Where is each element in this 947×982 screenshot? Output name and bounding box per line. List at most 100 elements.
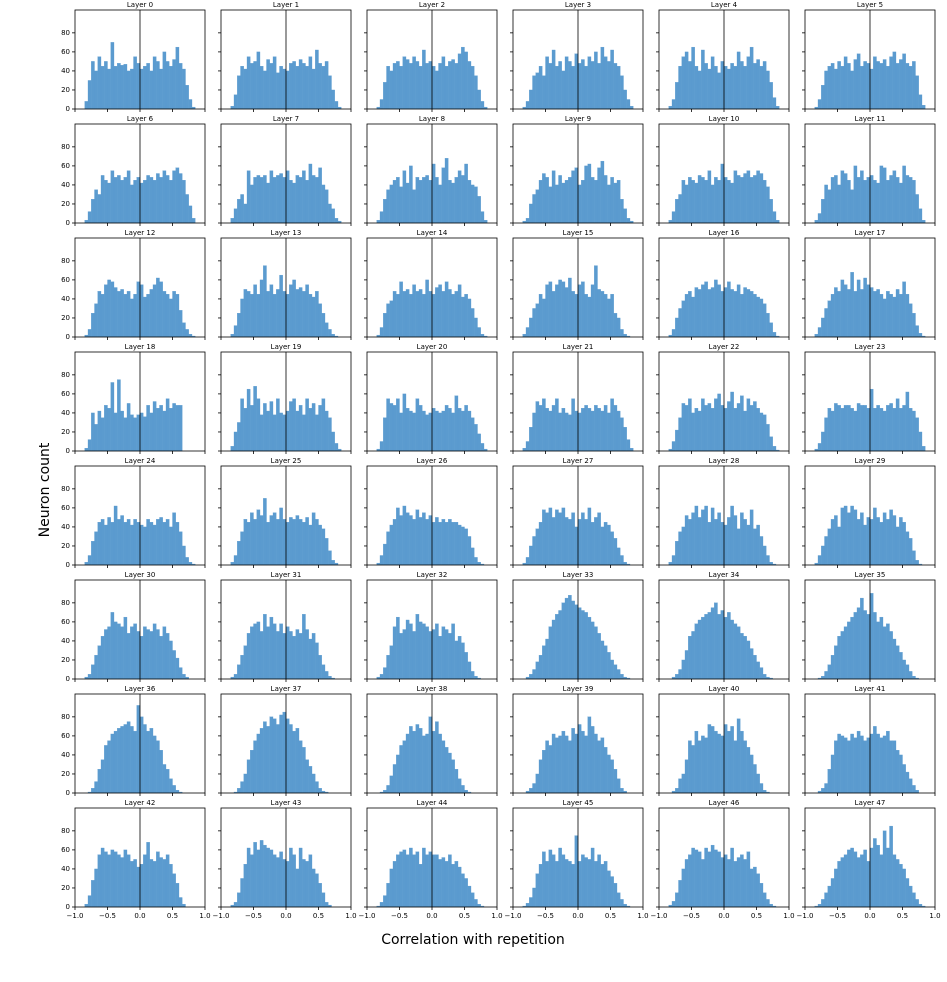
bar — [594, 405, 598, 452]
y-tick-label: 80 — [61, 371, 70, 379]
bar — [159, 857, 163, 908]
bar — [902, 764, 906, 794]
bar — [126, 403, 131, 452]
bar — [597, 408, 601, 452]
bar — [743, 636, 747, 680]
bar — [714, 177, 718, 224]
bar — [97, 56, 102, 110]
bar — [130, 626, 134, 680]
bar — [276, 175, 280, 224]
bar — [597, 740, 601, 794]
subplot-title: Layer 21 — [563, 343, 594, 351]
bar — [175, 657, 180, 680]
bar — [756, 170, 760, 224]
bar — [827, 528, 832, 566]
bar — [133, 56, 137, 110]
bar — [574, 604, 579, 680]
bar — [172, 403, 176, 452]
bar — [869, 519, 874, 566]
bar — [817, 903, 822, 908]
bar — [389, 300, 394, 338]
subplot-title: Layer 27 — [563, 457, 594, 465]
bar — [282, 291, 287, 338]
subplot-title: Layer 45 — [563, 799, 594, 807]
bar — [422, 512, 426, 566]
bar — [84, 101, 89, 110]
bar — [529, 788, 533, 794]
bar — [169, 864, 173, 908]
bar — [97, 522, 102, 566]
bar — [292, 636, 296, 680]
bar — [298, 847, 303, 908]
bar — [396, 616, 400, 680]
bar — [529, 674, 533, 680]
bar — [295, 728, 300, 794]
bar — [762, 61, 767, 110]
bar — [532, 669, 536, 680]
bar — [564, 597, 569, 680]
bar — [834, 740, 838, 794]
bar — [457, 408, 462, 452]
bar — [853, 291, 858, 338]
bar — [684, 515, 689, 566]
bar — [266, 59, 270, 110]
bar — [464, 528, 468, 566]
bar — [843, 737, 848, 794]
bar — [600, 864, 605, 908]
bar — [840, 408, 845, 452]
bar — [292, 854, 296, 908]
bar — [156, 173, 160, 224]
bar — [613, 63, 618, 110]
bar — [139, 182, 144, 224]
bar — [571, 170, 575, 224]
bar — [568, 177, 572, 224]
subplot-title: Layer 34 — [709, 571, 740, 579]
bar — [272, 623, 277, 680]
bar — [600, 410, 605, 452]
bar — [182, 68, 186, 110]
bar — [921, 446, 926, 452]
bar — [620, 417, 624, 452]
bar — [237, 75, 241, 110]
bar — [152, 861, 157, 908]
bar — [289, 284, 293, 338]
bar — [422, 294, 426, 338]
bar — [584, 165, 588, 224]
bar — [240, 531, 244, 566]
bar — [860, 66, 864, 110]
bar — [863, 405, 867, 452]
bar — [876, 405, 880, 452]
bar — [876, 289, 880, 338]
bar — [720, 522, 725, 566]
bar — [603, 747, 608, 794]
bar — [91, 199, 95, 224]
bar — [467, 885, 472, 908]
bar — [418, 621, 423, 680]
bar — [720, 163, 725, 224]
bar — [538, 66, 543, 110]
bar — [847, 405, 851, 452]
bar — [568, 740, 572, 794]
bar — [256, 733, 261, 794]
bar — [882, 512, 887, 566]
bar — [691, 180, 695, 224]
bar — [87, 674, 92, 680]
bar — [386, 531, 390, 566]
bar — [597, 167, 601, 224]
bar — [616, 66, 621, 110]
bar — [444, 629, 449, 680]
bar — [379, 211, 384, 224]
bar — [91, 541, 95, 566]
bar — [688, 740, 692, 794]
bar — [389, 524, 394, 566]
bar — [321, 66, 326, 110]
bar — [308, 56, 313, 110]
bar — [285, 626, 290, 680]
bar — [892, 408, 897, 452]
bar — [246, 759, 251, 794]
bar — [464, 878, 468, 908]
bar — [843, 505, 848, 566]
bar — [428, 61, 433, 110]
bar — [532, 536, 536, 566]
bar — [538, 180, 543, 224]
